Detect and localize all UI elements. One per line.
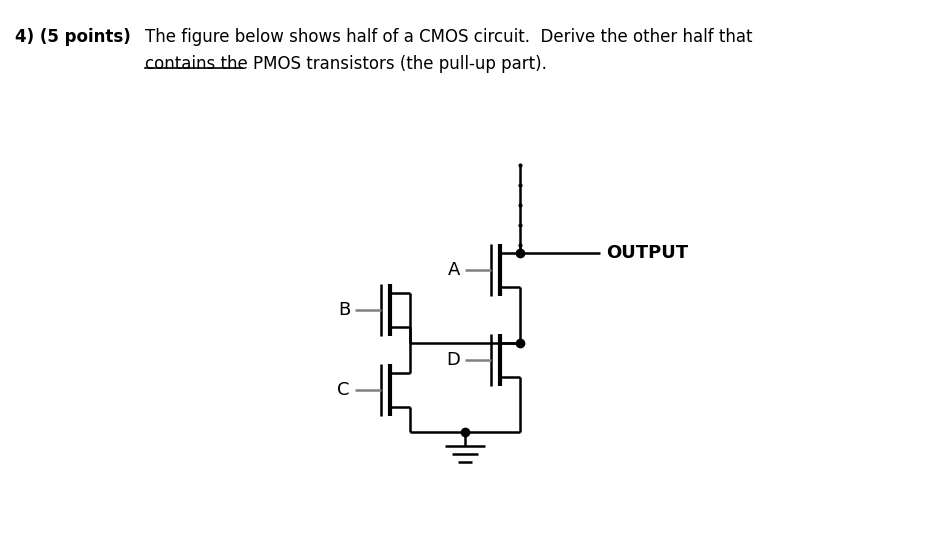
Text: D: D — [446, 351, 460, 369]
Text: OUTPUT: OUTPUT — [606, 244, 688, 262]
Text: contains the PMOS transistors (the pull-up part).: contains the PMOS transistors (the pull-… — [145, 55, 547, 73]
Text: B: B — [337, 301, 350, 319]
Text: The figure below shows half of a CMOS circuit.  Derive the other half that: The figure below shows half of a CMOS ci… — [145, 28, 752, 46]
Text: 4) (5 points): 4) (5 points) — [15, 28, 130, 46]
Text: C: C — [337, 381, 350, 399]
Text: A: A — [447, 261, 460, 279]
